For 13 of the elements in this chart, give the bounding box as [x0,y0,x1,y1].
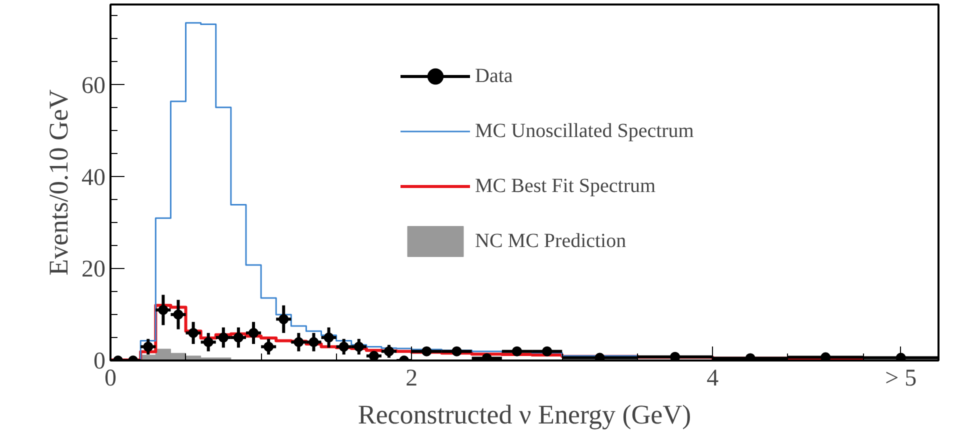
x-tick-label: > 5 [885,366,917,392]
legend-label: Data [475,64,513,88]
legend-label: MC Unoscillated Spectrum [475,120,694,142]
y-tick-label: 20 [82,256,106,283]
y-tick-label: 40 [82,164,106,191]
x-tick-label: 2 [406,366,418,392]
y-tick-label: 0 [94,348,106,374]
y-axis-title: Events/0.10 GeV [44,89,74,276]
y-tick-label: 60 [82,72,106,99]
legend-label: NC MC Prediction [475,230,626,252]
x-axis-title: Reconstructed ν Energy (GeV) [358,400,692,430]
x-tick-label: 4 [706,366,719,392]
legend-label: MC Best Fit Spectrum [475,174,656,198]
